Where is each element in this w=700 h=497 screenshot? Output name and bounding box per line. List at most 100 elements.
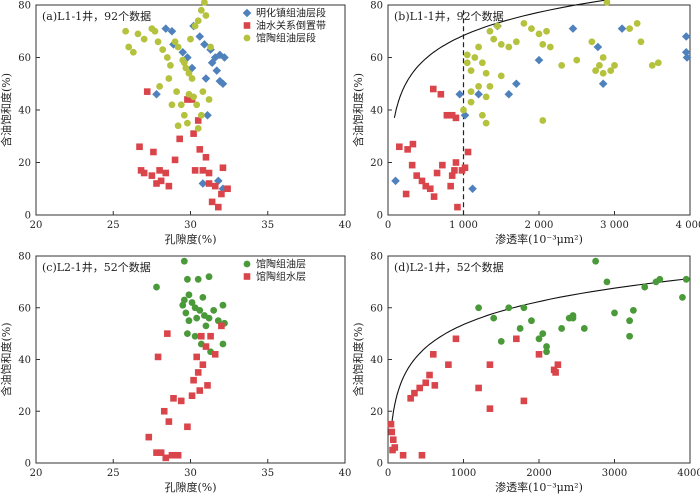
data-point bbox=[193, 314, 201, 322]
data-point bbox=[205, 314, 213, 322]
data-point bbox=[528, 317, 535, 325]
x-tick-label: 0 bbox=[385, 468, 391, 479]
data-point bbox=[486, 27, 494, 35]
data-point bbox=[184, 119, 191, 127]
legend-marker bbox=[243, 34, 251, 42]
y-axis-title: 含油饱和度(%) bbox=[0, 73, 13, 147]
series-2 bbox=[122, 0, 214, 132]
data-point bbox=[448, 111, 456, 119]
data-point bbox=[486, 82, 494, 90]
data-point bbox=[191, 167, 199, 174]
data-point bbox=[148, 172, 156, 179]
data-point bbox=[452, 335, 460, 343]
data-point bbox=[184, 423, 191, 431]
data-point bbox=[443, 111, 451, 119]
x-tick-label: 25 bbox=[107, 468, 120, 479]
data-point bbox=[475, 384, 482, 392]
panel-title: (d)L2-1井，52个数据 bbox=[394, 260, 504, 274]
y-tick-label: 60 bbox=[18, 53, 31, 64]
chart-panel-a: 20 25 30 35 40020406080孔隙度(%)含油饱和度(%)(a)L1-1… bbox=[0, 0, 351, 246]
chart-panel-d: 0 1000 2000 3000 4000 0 20 40 60 80 渗透率(10⁻³μm²) 含油… bbox=[351, 252, 700, 495]
data-point bbox=[464, 148, 472, 156]
data-point bbox=[460, 110, 470, 120]
data-point bbox=[200, 40, 209, 49]
y-tick-label: 20 bbox=[18, 158, 31, 169]
data-point bbox=[494, 22, 501, 30]
data-point bbox=[475, 43, 482, 51]
data-point bbox=[611, 61, 618, 69]
data-point bbox=[145, 433, 153, 441]
series-1 bbox=[396, 85, 472, 211]
data-point bbox=[404, 146, 411, 153]
data-point bbox=[388, 428, 396, 436]
x-axis-title: 孔隙度(%) bbox=[164, 232, 216, 246]
data-point bbox=[475, 82, 482, 90]
data-point bbox=[445, 361, 452, 368]
data-point bbox=[568, 24, 578, 33]
data-point bbox=[402, 190, 410, 198]
data-point bbox=[467, 98, 475, 106]
data-point bbox=[176, 135, 183, 143]
y-tick-label: 80 bbox=[370, 252, 383, 263]
y-tick-label: 40 bbox=[370, 355, 383, 366]
data-point bbox=[554, 361, 562, 368]
x-tick-label: 20 bbox=[30, 468, 43, 479]
legend-label: 馆陶组油层 bbox=[256, 258, 306, 271]
data-point bbox=[543, 27, 550, 35]
data-point bbox=[626, 332, 633, 340]
data-point bbox=[201, 0, 208, 6]
x-tick-label: 25 bbox=[107, 220, 120, 231]
data-point bbox=[134, 30, 142, 38]
data-point bbox=[140, 35, 148, 43]
data-point bbox=[201, 74, 211, 83]
data-point bbox=[195, 32, 205, 41]
data-point bbox=[558, 61, 566, 69]
data-point bbox=[185, 291, 193, 299]
data-point bbox=[682, 275, 690, 283]
data-point bbox=[430, 85, 437, 93]
data-point bbox=[161, 24, 171, 33]
data-point bbox=[617, 24, 627, 33]
data-point bbox=[187, 63, 197, 73]
trend-curve bbox=[393, 0, 611, 118]
x-tick-label: 1000 bbox=[451, 468, 476, 479]
data-point bbox=[197, 6, 205, 14]
data-point bbox=[452, 159, 460, 166]
data-point bbox=[539, 40, 547, 48]
data-point bbox=[596, 61, 603, 69]
data-point bbox=[505, 43, 513, 51]
data-point bbox=[573, 56, 581, 64]
data-point bbox=[207, 43, 214, 51]
y-tick-label: 40 bbox=[18, 355, 31, 366]
x-tick-label: 4000 bbox=[677, 468, 700, 479]
data-point bbox=[194, 117, 202, 124]
data-point bbox=[180, 296, 188, 304]
x-tick-label: 0 bbox=[385, 220, 391, 231]
data-point bbox=[475, 304, 482, 312]
data-point bbox=[202, 343, 210, 350]
data-point bbox=[682, 53, 692, 62]
x-tick-label: 4 000 bbox=[676, 220, 700, 231]
data-point bbox=[219, 301, 227, 309]
x-axis-title: 渗透率(10⁻³μm²) bbox=[495, 480, 583, 494]
legend-label: 油水关系倒置带 bbox=[256, 19, 326, 32]
data-point bbox=[641, 283, 649, 291]
data-point bbox=[174, 122, 182, 130]
data-point bbox=[153, 283, 160, 291]
data-point bbox=[471, 54, 479, 61]
data-point bbox=[174, 451, 182, 459]
data-point bbox=[171, 156, 179, 164]
data-point bbox=[516, 325, 524, 332]
data-point bbox=[607, 67, 615, 75]
y-tick-label: 20 bbox=[370, 407, 383, 418]
data-point bbox=[205, 180, 213, 187]
data-point bbox=[190, 93, 197, 101]
x-tick-label: 2 000 bbox=[525, 220, 554, 231]
data-point bbox=[679, 294, 686, 301]
data-point bbox=[648, 61, 656, 69]
x-tick-label: 1 000 bbox=[449, 220, 478, 231]
y-tick-label: 0 bbox=[25, 211, 31, 222]
series-0 bbox=[153, 257, 228, 356]
